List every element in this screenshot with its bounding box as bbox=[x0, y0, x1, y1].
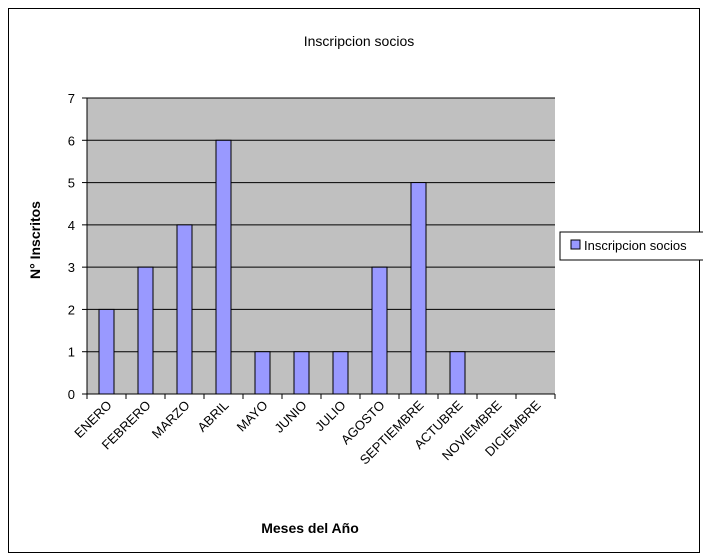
x-tick-label: ABRIL bbox=[194, 398, 231, 435]
chart-title: Inscripcion socios bbox=[304, 33, 415, 49]
y-axis-title: N° Inscritos bbox=[27, 201, 43, 279]
legend-swatch bbox=[570, 239, 581, 250]
y-tick-label: 7 bbox=[68, 91, 75, 106]
bar bbox=[215, 139, 232, 395]
plot-background bbox=[87, 98, 555, 394]
bar bbox=[98, 308, 115, 395]
legend: Inscripcion socios bbox=[559, 231, 703, 261]
x-axis-title: Meses del Año bbox=[261, 520, 359, 536]
bar bbox=[410, 182, 427, 395]
bar bbox=[293, 351, 310, 395]
legend-box bbox=[559, 231, 703, 261]
y-tick-label: 4 bbox=[68, 218, 75, 233]
legend-label: Inscripcion socios bbox=[584, 238, 687, 253]
x-tick-label: MAYO bbox=[234, 398, 271, 435]
x-tick-label: JULIO bbox=[312, 398, 349, 435]
bar bbox=[254, 351, 271, 395]
bar bbox=[137, 266, 154, 395]
y-tick-label: 3 bbox=[68, 260, 75, 275]
y-tick-label: 2 bbox=[68, 302, 75, 317]
y-tick-label: 6 bbox=[68, 133, 75, 148]
bar bbox=[371, 266, 388, 395]
x-tick-label: JUNIO bbox=[271, 398, 309, 436]
y-tick-label: 1 bbox=[68, 345, 75, 360]
y-tick-label: 5 bbox=[68, 176, 75, 191]
x-tick-label: MARZO bbox=[149, 398, 193, 442]
bar bbox=[332, 351, 349, 395]
bar bbox=[449, 351, 466, 395]
y-tick-label: 0 bbox=[68, 387, 75, 402]
bar bbox=[176, 224, 193, 395]
